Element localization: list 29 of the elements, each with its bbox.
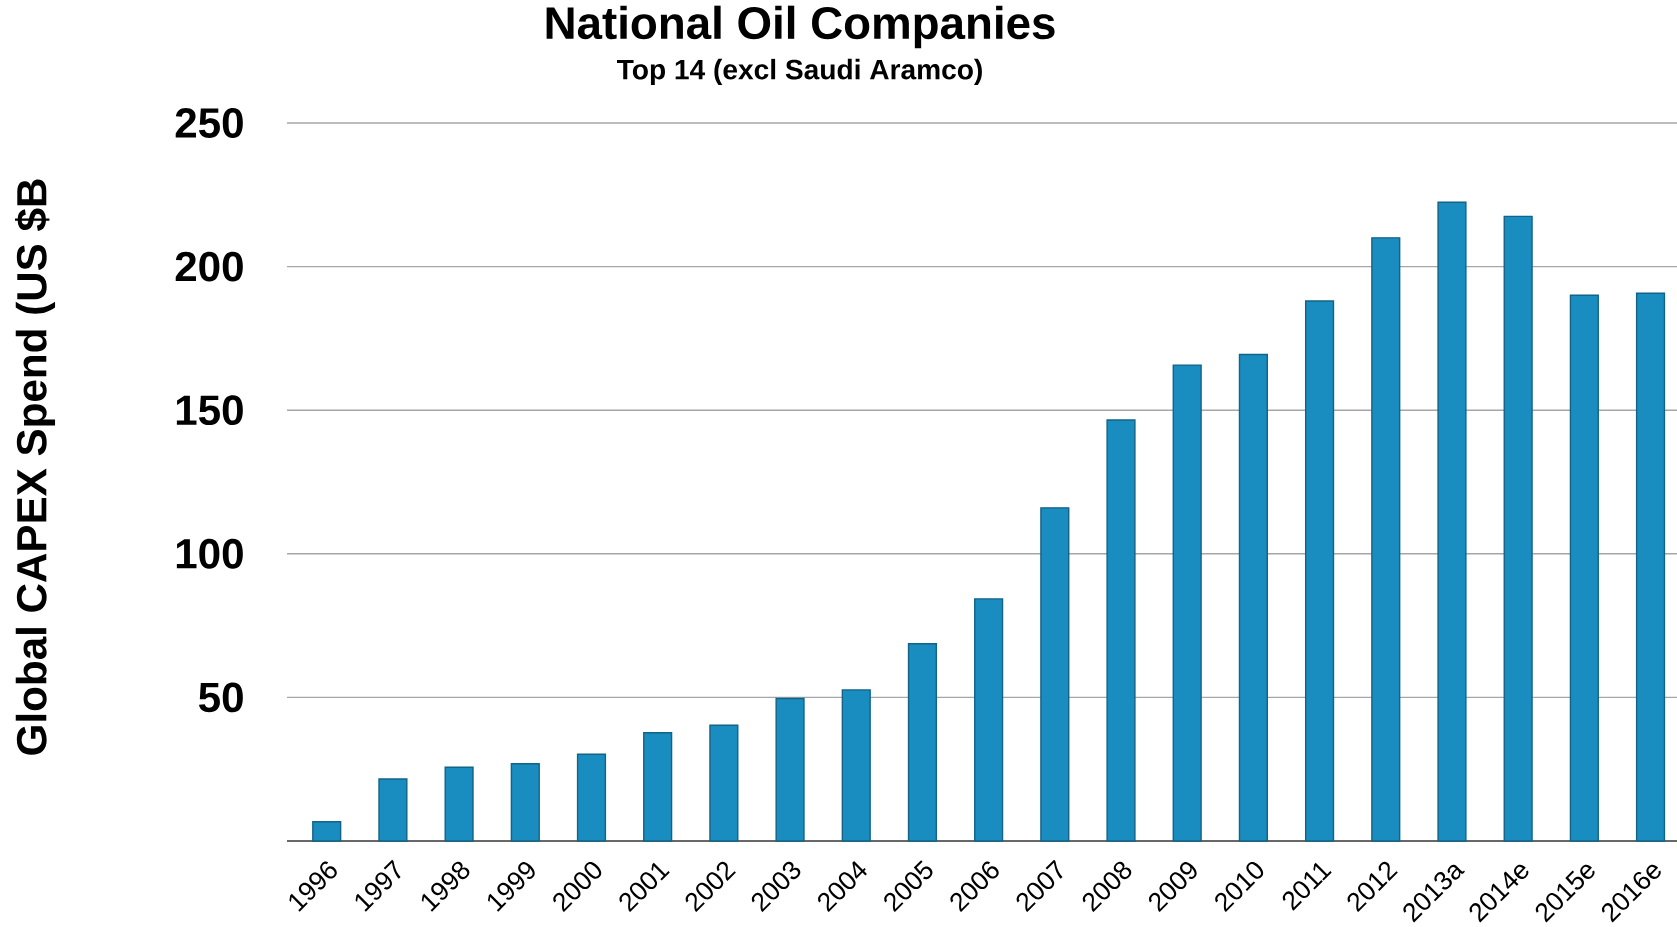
- bar: [841, 689, 871, 842]
- y-tick-label: 100: [176, 538, 243, 569]
- y-tick-label: 50: [199, 682, 243, 713]
- y-tick-label: 250: [175, 108, 243, 138]
- bar: [974, 598, 1004, 842]
- bar: [709, 724, 739, 842]
- bar: [444, 766, 474, 842]
- bar: [1437, 201, 1467, 842]
- bar: [907, 642, 938, 842]
- bar: [643, 732, 673, 842]
- chart-title: National Oil Companies: [546, 5, 1055, 49]
- chart-subtitle: Top 14 (excl Saudi Aramco): [617, 58, 982, 86]
- bar: [1172, 364, 1202, 842]
- bar: [1304, 300, 1335, 842]
- bar: [1371, 237, 1401, 842]
- bar: [1238, 353, 1268, 842]
- bar: [312, 821, 342, 842]
- bar: [1635, 292, 1666, 842]
- bar: [1106, 419, 1136, 842]
- bar: [1503, 215, 1533, 842]
- bar: [1569, 294, 1599, 842]
- bar: [576, 753, 607, 842]
- y-tick-label: 200: [175, 251, 243, 282]
- bar: [775, 697, 805, 842]
- y-axis-title: Global CAPEX Spend (US $B: [14, 179, 56, 755]
- bar: [510, 763, 540, 842]
- y-tick-label: 150: [176, 395, 243, 426]
- bar: [1040, 507, 1070, 842]
- bar: [378, 778, 408, 842]
